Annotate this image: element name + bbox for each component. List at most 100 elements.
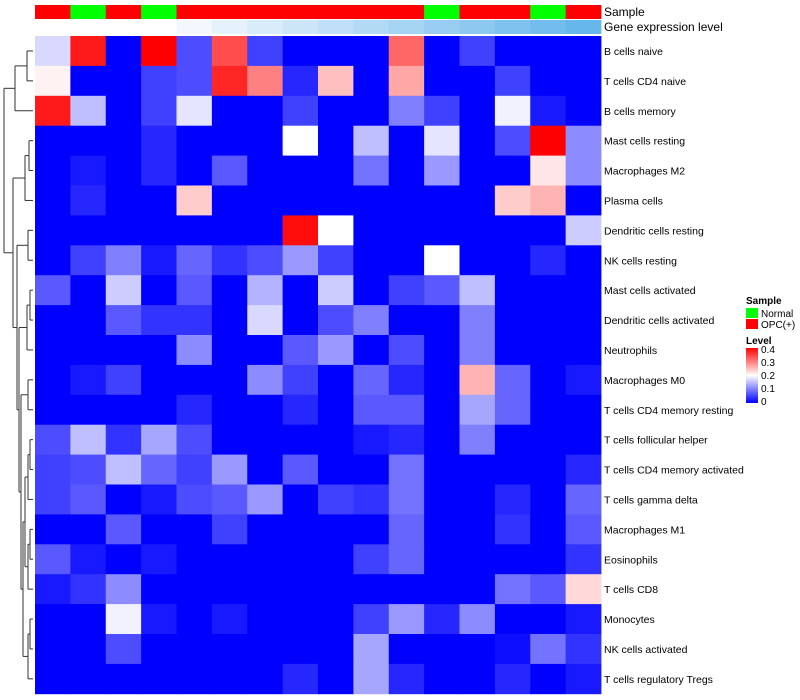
heatmap-cell (318, 364, 354, 396)
heatmap-cell (318, 185, 354, 216)
expression-annotation-cell (211, 20, 248, 34)
expression-annotation-cell (388, 20, 425, 34)
heatmap-cell (35, 305, 71, 336)
heatmap-cell (282, 424, 319, 455)
heatmap-cell (459, 65, 496, 97)
heatmap-cell (176, 394, 213, 426)
heatmap-cell (388, 185, 425, 216)
heatmap-cell (211, 65, 248, 97)
heatmap-cell (35, 634, 71, 665)
heatmap-cell (176, 215, 213, 246)
heatmap-cell (35, 275, 71, 306)
heatmap-cell (141, 305, 177, 336)
heatmap-cell (211, 424, 248, 455)
heatmap-cell (141, 95, 177, 127)
legend-opc-swatch (746, 319, 758, 329)
heatmap-cell (318, 36, 354, 67)
heatmap-cell (105, 335, 142, 366)
heatmap-cell (565, 155, 602, 186)
heatmap-cell (494, 36, 531, 67)
heatmap-cell (424, 663, 460, 695)
row-label: Mast cells resting (604, 136, 685, 148)
heatmap-cell (282, 574, 319, 605)
heatmap-cell (424, 604, 460, 635)
sample-annotation-cell (424, 5, 460, 19)
expression-annotation-cell (565, 20, 602, 34)
heatmap-cell (35, 185, 71, 216)
heatmap-cell (70, 454, 107, 485)
heatmap-cell (282, 275, 319, 306)
heatmap-cell (105, 454, 142, 485)
heatmap-cell (459, 634, 496, 665)
heatmap-cell (318, 544, 354, 575)
heatmap-cell (530, 275, 567, 306)
heatmap-cell (318, 65, 354, 97)
heatmap-cell (530, 364, 567, 396)
heatmap-cell (494, 394, 531, 426)
heatmap-cell (282, 95, 319, 127)
heatmap-cell (424, 574, 460, 605)
heatmap-cell (530, 215, 567, 246)
sample-annotation-cell (35, 5, 71, 19)
legend: Sample Normal OPC(+) Level 0.4 0.3 0.2 0.1 0 (746, 296, 795, 408)
heatmap-cell (105, 484, 142, 515)
heatmap-cell (459, 335, 496, 366)
heatmap-cell (70, 634, 107, 665)
heatmap-cell (247, 36, 284, 67)
heatmap-cell (353, 275, 390, 306)
heatmap-cell (282, 215, 319, 246)
heatmap-cell (247, 454, 284, 485)
heatmap-cell (494, 424, 531, 455)
heatmap-cell (424, 484, 460, 515)
heatmap-cell (35, 155, 71, 186)
heatmap-cell (282, 514, 319, 545)
row-label: Macrophages M0 (604, 375, 685, 387)
heatmap-cell (211, 604, 248, 635)
heatmap-cell (459, 394, 496, 426)
heatmap-cell (530, 424, 567, 455)
heatmap-cell (282, 65, 319, 97)
heatmap-cell (530, 634, 567, 665)
heatmap-cell (494, 95, 531, 127)
heatmap-cell (35, 544, 71, 575)
heatmap-cell (530, 125, 567, 156)
heatmap-cell (459, 604, 496, 635)
heatmap-cell (565, 484, 602, 515)
heatmap-cell (565, 65, 602, 97)
heatmap-cell (388, 65, 425, 97)
heatmap-cell (353, 544, 390, 575)
heatmap-cell (176, 424, 213, 455)
heatmap-cell (176, 574, 213, 605)
heatmap-cell (70, 514, 107, 545)
heatmap-cell (530, 95, 567, 127)
expression-annotation-cell (282, 20, 319, 34)
heatmap-cell (211, 574, 248, 605)
heatmap-cell (318, 275, 354, 306)
heatmap-cell (211, 364, 248, 396)
heatmap-cell (211, 36, 248, 67)
sample-annotation-cell (388, 5, 425, 19)
heatmap-cell (494, 484, 531, 515)
heatmap-cell (105, 36, 142, 67)
heatmap-cell (388, 663, 425, 695)
heatmap-cell (424, 544, 460, 575)
heatmap-cell (459, 155, 496, 186)
heatmap-cell (565, 36, 602, 67)
heatmap-cell (318, 215, 354, 246)
heatmap-cell (353, 574, 390, 605)
heatmap-cell (35, 604, 71, 635)
heatmap-cell (211, 275, 248, 306)
heatmap-cell (565, 245, 602, 276)
heatmap-cell (530, 454, 567, 485)
heatmap-cell (105, 215, 142, 246)
heatmap-cell (388, 544, 425, 575)
heatmap-cell (211, 663, 248, 695)
heatmap-cell (211, 544, 248, 575)
heatmap-cell (211, 454, 248, 485)
heatmap-cell (211, 634, 248, 665)
row-label: T cells regulatory Tregs (604, 674, 713, 686)
heatmap-cell (70, 364, 107, 396)
legend-level-ticks: 0.4 0.3 0.2 0.1 0 (761, 345, 775, 408)
heatmap-cell (211, 215, 248, 246)
heatmap-cell (318, 424, 354, 455)
